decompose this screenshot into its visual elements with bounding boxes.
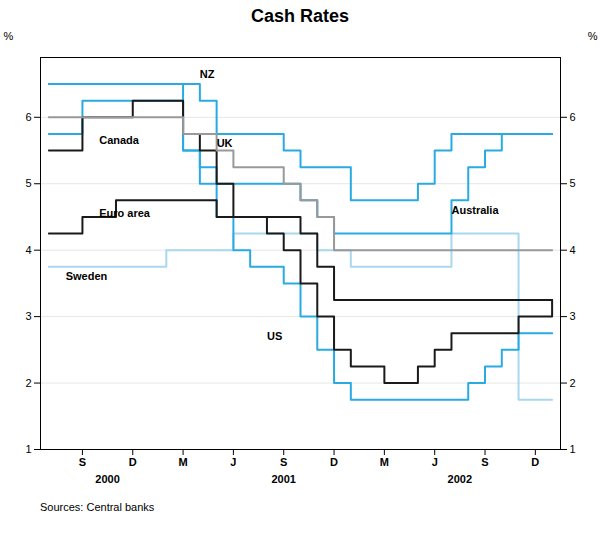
svg-text:Sweden: Sweden	[66, 270, 108, 282]
svg-text:S: S	[280, 456, 287, 468]
svg-text:1: 1	[570, 443, 576, 455]
svg-text:4: 4	[570, 244, 576, 256]
svg-text:D: D	[330, 456, 338, 468]
svg-text:Canada: Canada	[99, 134, 140, 146]
svg-text:NZ: NZ	[200, 68, 215, 80]
svg-text:D: D	[129, 456, 137, 468]
svg-text:2002: 2002	[448, 473, 472, 485]
html-text:Sources: Central banks: Sources: Central banks	[40, 501, 155, 513]
svg-text:J: J	[230, 456, 236, 468]
svg-text:2001: 2001	[271, 473, 295, 485]
svg-text:3: 3	[570, 310, 576, 322]
svg-text:Euro area: Euro area	[99, 207, 151, 219]
svg-text:3: 3	[25, 310, 31, 322]
svg-text:6: 6	[570, 111, 576, 123]
svg-text:J: J	[432, 456, 438, 468]
svg-text:2: 2	[25, 377, 31, 389]
svg-text:US: US	[267, 330, 282, 342]
svg-text:M: M	[380, 456, 389, 468]
svg-text:2: 2	[570, 377, 576, 389]
svg-text:S: S	[79, 456, 86, 468]
svg-text:5: 5	[570, 177, 576, 189]
svg-text:S: S	[481, 456, 488, 468]
svg-text:M: M	[178, 456, 187, 468]
svg-text:D: D	[531, 456, 539, 468]
svg-text:4: 4	[25, 244, 31, 256]
html-text:Cash Rates: Cash Rates	[251, 6, 349, 26]
svg-text:%: %	[588, 30, 598, 42]
svg-text:2000: 2000	[95, 473, 119, 485]
svg-text:6: 6	[25, 111, 31, 123]
svg-text:%: %	[4, 30, 14, 42]
svg-text:Australia: Australia	[451, 204, 499, 216]
svg-text:1: 1	[25, 443, 31, 455]
svg-text:UK: UK	[217, 137, 233, 149]
svg-text:5: 5	[25, 177, 31, 189]
